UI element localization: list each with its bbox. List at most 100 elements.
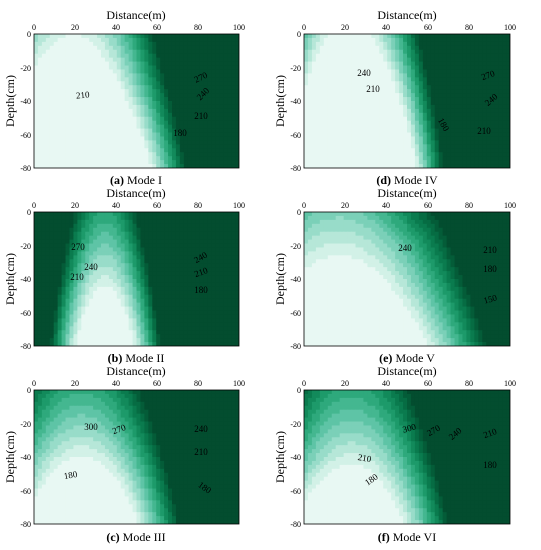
contour-cell xyxy=(466,69,471,75)
contour-cell xyxy=(450,89,456,94)
contour-cell xyxy=(355,156,361,161)
contour-cell xyxy=(97,69,102,75)
contour-cell xyxy=(104,89,110,94)
contour-cell xyxy=(498,108,503,114)
contour-cell xyxy=(359,120,365,126)
contour-cell xyxy=(403,152,408,157)
contour-cell xyxy=(65,286,71,292)
contour-cell xyxy=(215,136,220,142)
contour-cell xyxy=(101,282,106,288)
contour-cell xyxy=(69,310,75,316)
contour-cell xyxy=(53,65,59,71)
contour-cell xyxy=(199,69,205,75)
contour-cell xyxy=(97,255,102,260)
contour-cell xyxy=(73,45,78,51)
contour-cell xyxy=(355,93,361,98)
contour-cell xyxy=(168,136,173,142)
contour-cell xyxy=(446,45,452,51)
contour-cell xyxy=(490,85,495,90)
contour-cell xyxy=(199,49,205,55)
contour-cell xyxy=(391,132,396,138)
contour-cell xyxy=(89,231,94,237)
contour-cell xyxy=(187,219,193,225)
contour-cell xyxy=(73,136,78,142)
contour-cell xyxy=(160,243,165,249)
contour-cell xyxy=(347,77,353,82)
contour-cell xyxy=(73,275,78,280)
contour-cell xyxy=(136,267,142,272)
contour-cell xyxy=(474,108,479,114)
contour-cell xyxy=(136,148,142,153)
contour-cell xyxy=(474,34,479,39)
contour-cell xyxy=(462,124,468,130)
contour-cell xyxy=(37,267,43,272)
contour-cell xyxy=(57,34,63,39)
contour-cell xyxy=(156,267,161,272)
contour-cell xyxy=(136,61,142,67)
contour-cell xyxy=(124,271,130,276)
contour-cell xyxy=(387,73,392,78)
contour-cell xyxy=(85,85,90,90)
contour-cell xyxy=(45,302,51,308)
contour-cell xyxy=(367,120,372,126)
contour-cell xyxy=(112,231,118,237)
contour-cell xyxy=(231,136,236,142)
contour-cell xyxy=(140,120,145,126)
contour-cell xyxy=(231,251,236,256)
contour-cell xyxy=(494,116,499,122)
contour-cell xyxy=(37,298,43,304)
contour-cell xyxy=(144,81,149,86)
contour-cell xyxy=(156,77,161,82)
contour-cell xyxy=(61,160,67,165)
contour-cell xyxy=(73,81,78,86)
contour-cell xyxy=(144,275,149,280)
contour-cell xyxy=(387,85,392,90)
contour-cell xyxy=(426,41,432,47)
contour-cell xyxy=(101,61,106,67)
contour-cell xyxy=(187,61,193,67)
contour-cell xyxy=(168,120,173,126)
contour-cell xyxy=(85,53,90,59)
contour-cell xyxy=(203,124,209,130)
contour-cell xyxy=(69,89,75,94)
contour-cell xyxy=(211,136,216,142)
contour-cell xyxy=(207,259,212,264)
contour-cell xyxy=(73,310,78,316)
contour-cell xyxy=(49,41,55,47)
contour-cell xyxy=(207,267,212,272)
contour-cell xyxy=(49,101,55,106)
contour-cell xyxy=(128,101,134,106)
contour-cell xyxy=(311,61,317,67)
contour-cell xyxy=(470,136,475,142)
contour-cell xyxy=(175,45,181,51)
contour-cell xyxy=(140,136,145,142)
contour-cell xyxy=(231,215,236,221)
contour-cell xyxy=(124,132,130,138)
contour-cell xyxy=(73,215,78,221)
contour-cell xyxy=(343,152,349,157)
contour-cell xyxy=(410,136,416,142)
contour-cell xyxy=(37,314,43,320)
contour-cell xyxy=(395,124,400,130)
contour-cell xyxy=(171,108,177,114)
contour-cell xyxy=(478,61,483,67)
contour-cell xyxy=(506,37,510,43)
contour-cell xyxy=(104,45,110,51)
contour-cell xyxy=(61,89,67,94)
contour-cell xyxy=(430,34,436,39)
contour-cell xyxy=(410,148,416,153)
contour-cell xyxy=(304,57,309,63)
contour-cell xyxy=(351,112,357,118)
contour-cell xyxy=(112,164,118,168)
contour-cell xyxy=(375,37,380,43)
contour-cell xyxy=(379,140,384,145)
contour-cell xyxy=(211,101,216,106)
contour-cell xyxy=(41,116,47,122)
contour-cell xyxy=(53,164,59,168)
contour-cell xyxy=(45,263,51,268)
contour-cell xyxy=(227,89,232,94)
contour-cell xyxy=(144,41,149,47)
contour-cell xyxy=(148,73,153,78)
contour-cell xyxy=(132,156,138,161)
contour-cell xyxy=(307,152,313,157)
